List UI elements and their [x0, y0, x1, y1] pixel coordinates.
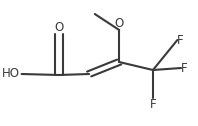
- Text: O: O: [54, 21, 64, 34]
- Text: F: F: [177, 34, 184, 46]
- Text: HO: HO: [2, 68, 20, 81]
- Text: F: F: [181, 61, 188, 74]
- Text: O: O: [115, 17, 124, 30]
- Text: F: F: [150, 98, 156, 111]
